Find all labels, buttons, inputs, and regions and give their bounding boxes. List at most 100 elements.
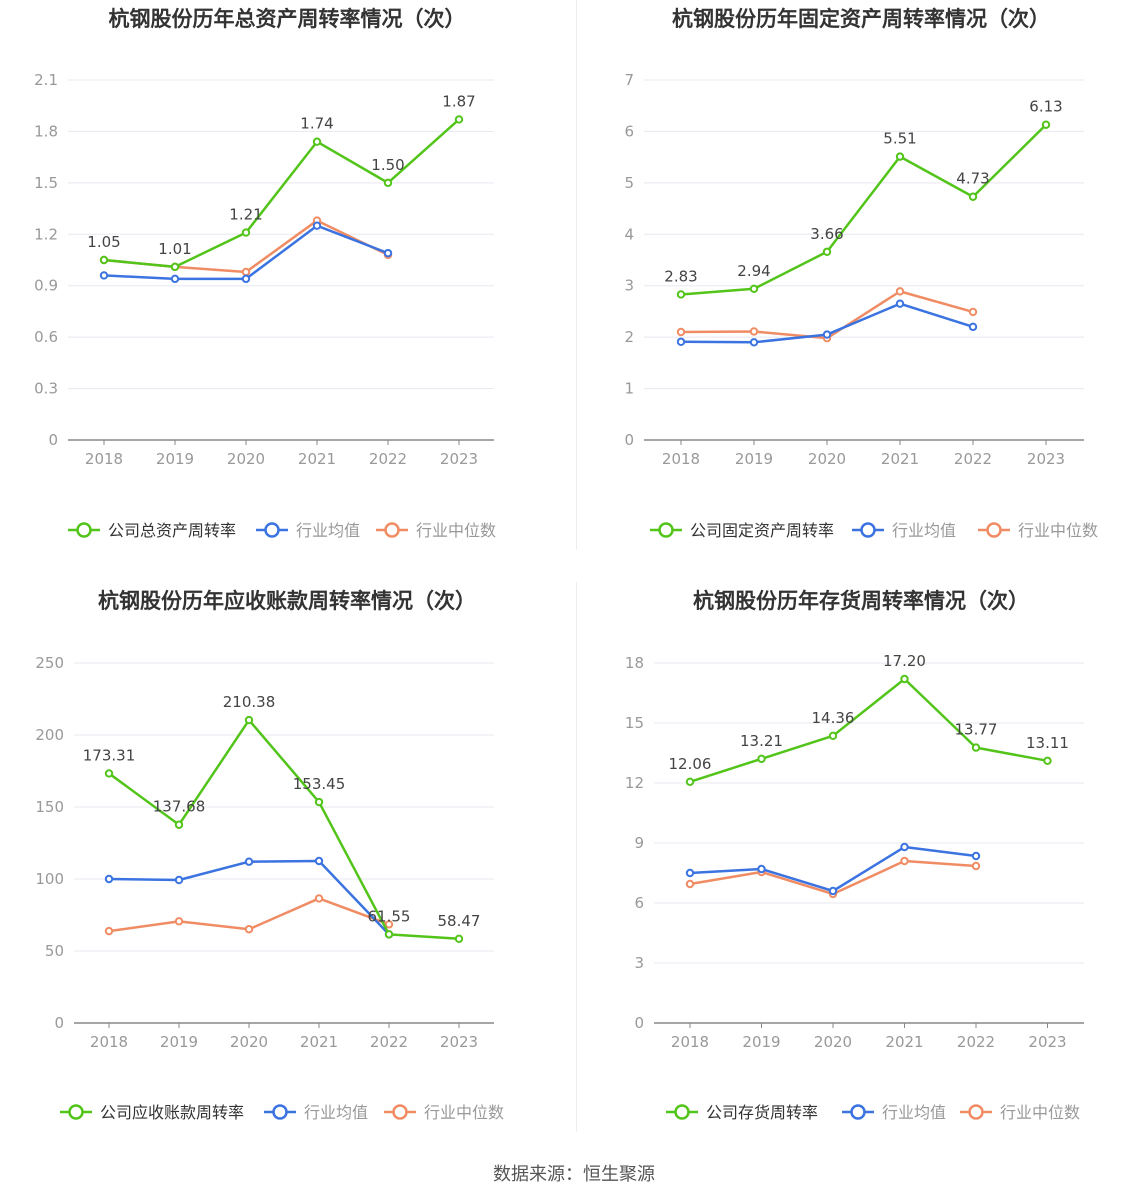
x-tick-label: 2019 <box>742 1033 780 1051</box>
company-data-point <box>971 743 981 752</box>
data-label: 1.74 <box>300 115 333 133</box>
y-tick-label: 7 <box>624 71 634 89</box>
y-tick-label: 3 <box>624 277 634 295</box>
y-tick-label: 6 <box>624 122 634 140</box>
data-label: 1.21 <box>229 206 262 224</box>
legend-marker-icon <box>986 522 1002 538</box>
avg-data-point <box>170 274 180 284</box>
median-data-point <box>895 287 905 296</box>
company-data-point <box>104 769 114 778</box>
legend-marker-icon <box>674 1104 690 1120</box>
legend-marker-icon <box>392 1104 408 1120</box>
data-label: 173.31 <box>83 746 136 764</box>
legend-marker-icon <box>272 1104 288 1120</box>
y-tick-label: 2 <box>624 328 634 346</box>
chart-title: 杭钢股份历年固定资产周转率情况（次） <box>672 7 1050 31</box>
x-tick-label: 2020 <box>227 450 265 468</box>
company-data-point <box>383 178 393 188</box>
legend-item-avg: 行业均值 <box>264 1103 368 1122</box>
median-data-point <box>900 856 909 866</box>
legend-item-company: 公司固定资产周转率 <box>650 521 834 540</box>
x-tick-label: 2019 <box>735 450 773 468</box>
avg-data-point <box>900 842 909 852</box>
x-tick-label: 2021 <box>885 1033 923 1051</box>
avg-data-point <box>828 886 838 896</box>
data-label: 61.55 <box>368 907 411 925</box>
company-series-line <box>108 718 460 941</box>
avg-series-line <box>108 859 390 936</box>
median-data-point <box>968 307 978 317</box>
company-series-line <box>680 123 1047 296</box>
chart-title: 杭钢股份历年存货周转率情况（次） <box>693 589 1029 613</box>
x-tick-label: 2023 <box>440 1033 478 1051</box>
y-tick-label: 0 <box>624 431 634 449</box>
data-label: 4.73 <box>956 170 989 188</box>
data-label: 153.45 <box>293 775 346 793</box>
y-tick-label: 1 <box>624 380 634 398</box>
y-tick-label: 1.8 <box>34 122 58 140</box>
avg-data-point <box>676 337 686 346</box>
company-data-point <box>968 192 978 201</box>
legend-label: 行业中位数 <box>1000 1103 1080 1122</box>
avg-series-line <box>689 845 977 893</box>
y-tick-label: 0 <box>634 1014 644 1032</box>
data-label: 14.36 <box>812 709 855 727</box>
x-tick-label: 2023 <box>1028 1033 1066 1051</box>
legend-label: 行业均值 <box>296 521 360 540</box>
data-label: 58.47 <box>438 912 481 930</box>
legend-item-avg: 行业均值 <box>256 521 360 540</box>
y-tick-label: 9 <box>634 834 644 852</box>
x-tick-label: 2019 <box>160 1033 198 1051</box>
y-tick-label: 0 <box>54 1014 64 1032</box>
y-tick-label: 0.9 <box>34 277 58 295</box>
legend-marker-icon <box>968 1104 984 1120</box>
x-tick-label: 2020 <box>230 1033 268 1051</box>
company-data-point <box>1043 756 1052 766</box>
legend-marker-icon <box>264 522 280 538</box>
median-data-point <box>685 879 695 889</box>
legend-marker-icon <box>658 522 674 538</box>
avg-data-point <box>685 868 695 878</box>
company-data-point <box>244 715 254 725</box>
company-data-point <box>314 797 324 807</box>
x-tick-label: 2018 <box>90 1033 128 1051</box>
median-data-point <box>174 917 184 926</box>
chart-svg: 杭钢股份历年应收账款周转率情况（次） 0 50 100 150 200 250 2018 201… <box>35 589 504 1122</box>
data-label: 6.13 <box>1029 98 1062 116</box>
fixed-asset-turnover-chart: 杭钢股份历年固定资产周转率情况（次） 0 1 2 3 4 5 6 7 2018 2019 2020 20… <box>574 0 1148 582</box>
x-tick-label: 2020 <box>808 450 846 468</box>
company-series-line <box>689 677 1048 783</box>
company-data-point <box>685 777 695 787</box>
legend-item-avg: 行业均值 <box>852 521 956 540</box>
median-data-point <box>384 920 394 929</box>
company-data-point <box>757 754 766 764</box>
x-tick-label: 2023 <box>1027 450 1065 468</box>
x-tick-label: 2020 <box>814 1033 852 1051</box>
legend-label: 行业均值 <box>892 521 956 540</box>
company-data-point <box>900 674 909 684</box>
panel-divider <box>576 0 577 550</box>
data-label: 210.38 <box>223 693 276 711</box>
median-data-point <box>241 267 251 277</box>
x-tick-label: 2021 <box>298 450 336 468</box>
legend-marker-icon <box>860 522 876 538</box>
legend-label: 公司总资产周转率 <box>108 521 236 540</box>
avg-data-point <box>241 274 251 284</box>
legend-label: 行业中位数 <box>1018 521 1098 540</box>
avg-data-point <box>244 857 254 866</box>
avg-data-point <box>822 330 832 339</box>
company-data-point <box>312 137 322 146</box>
legend-marker-icon <box>76 522 92 538</box>
x-tick-label: 2021 <box>300 1033 338 1051</box>
legend-label: 公司固定资产周转率 <box>690 521 834 540</box>
legend-item-median: 行业中位数 <box>384 1103 504 1122</box>
y-tick-label: 0.6 <box>34 328 58 346</box>
avg-data-point <box>99 271 109 280</box>
median-data-point <box>749 327 759 336</box>
company-data-point <box>454 115 464 124</box>
median-data-point <box>244 925 254 934</box>
receivables-turnover-chart: 杭钢股份历年应收账款周转率情况（次） 0 50 100 150 200 250 2018 201… <box>0 582 574 1164</box>
data-label: 1.01 <box>158 240 191 258</box>
x-tick-label: 2022 <box>369 450 407 468</box>
avg-data-point <box>383 248 393 258</box>
